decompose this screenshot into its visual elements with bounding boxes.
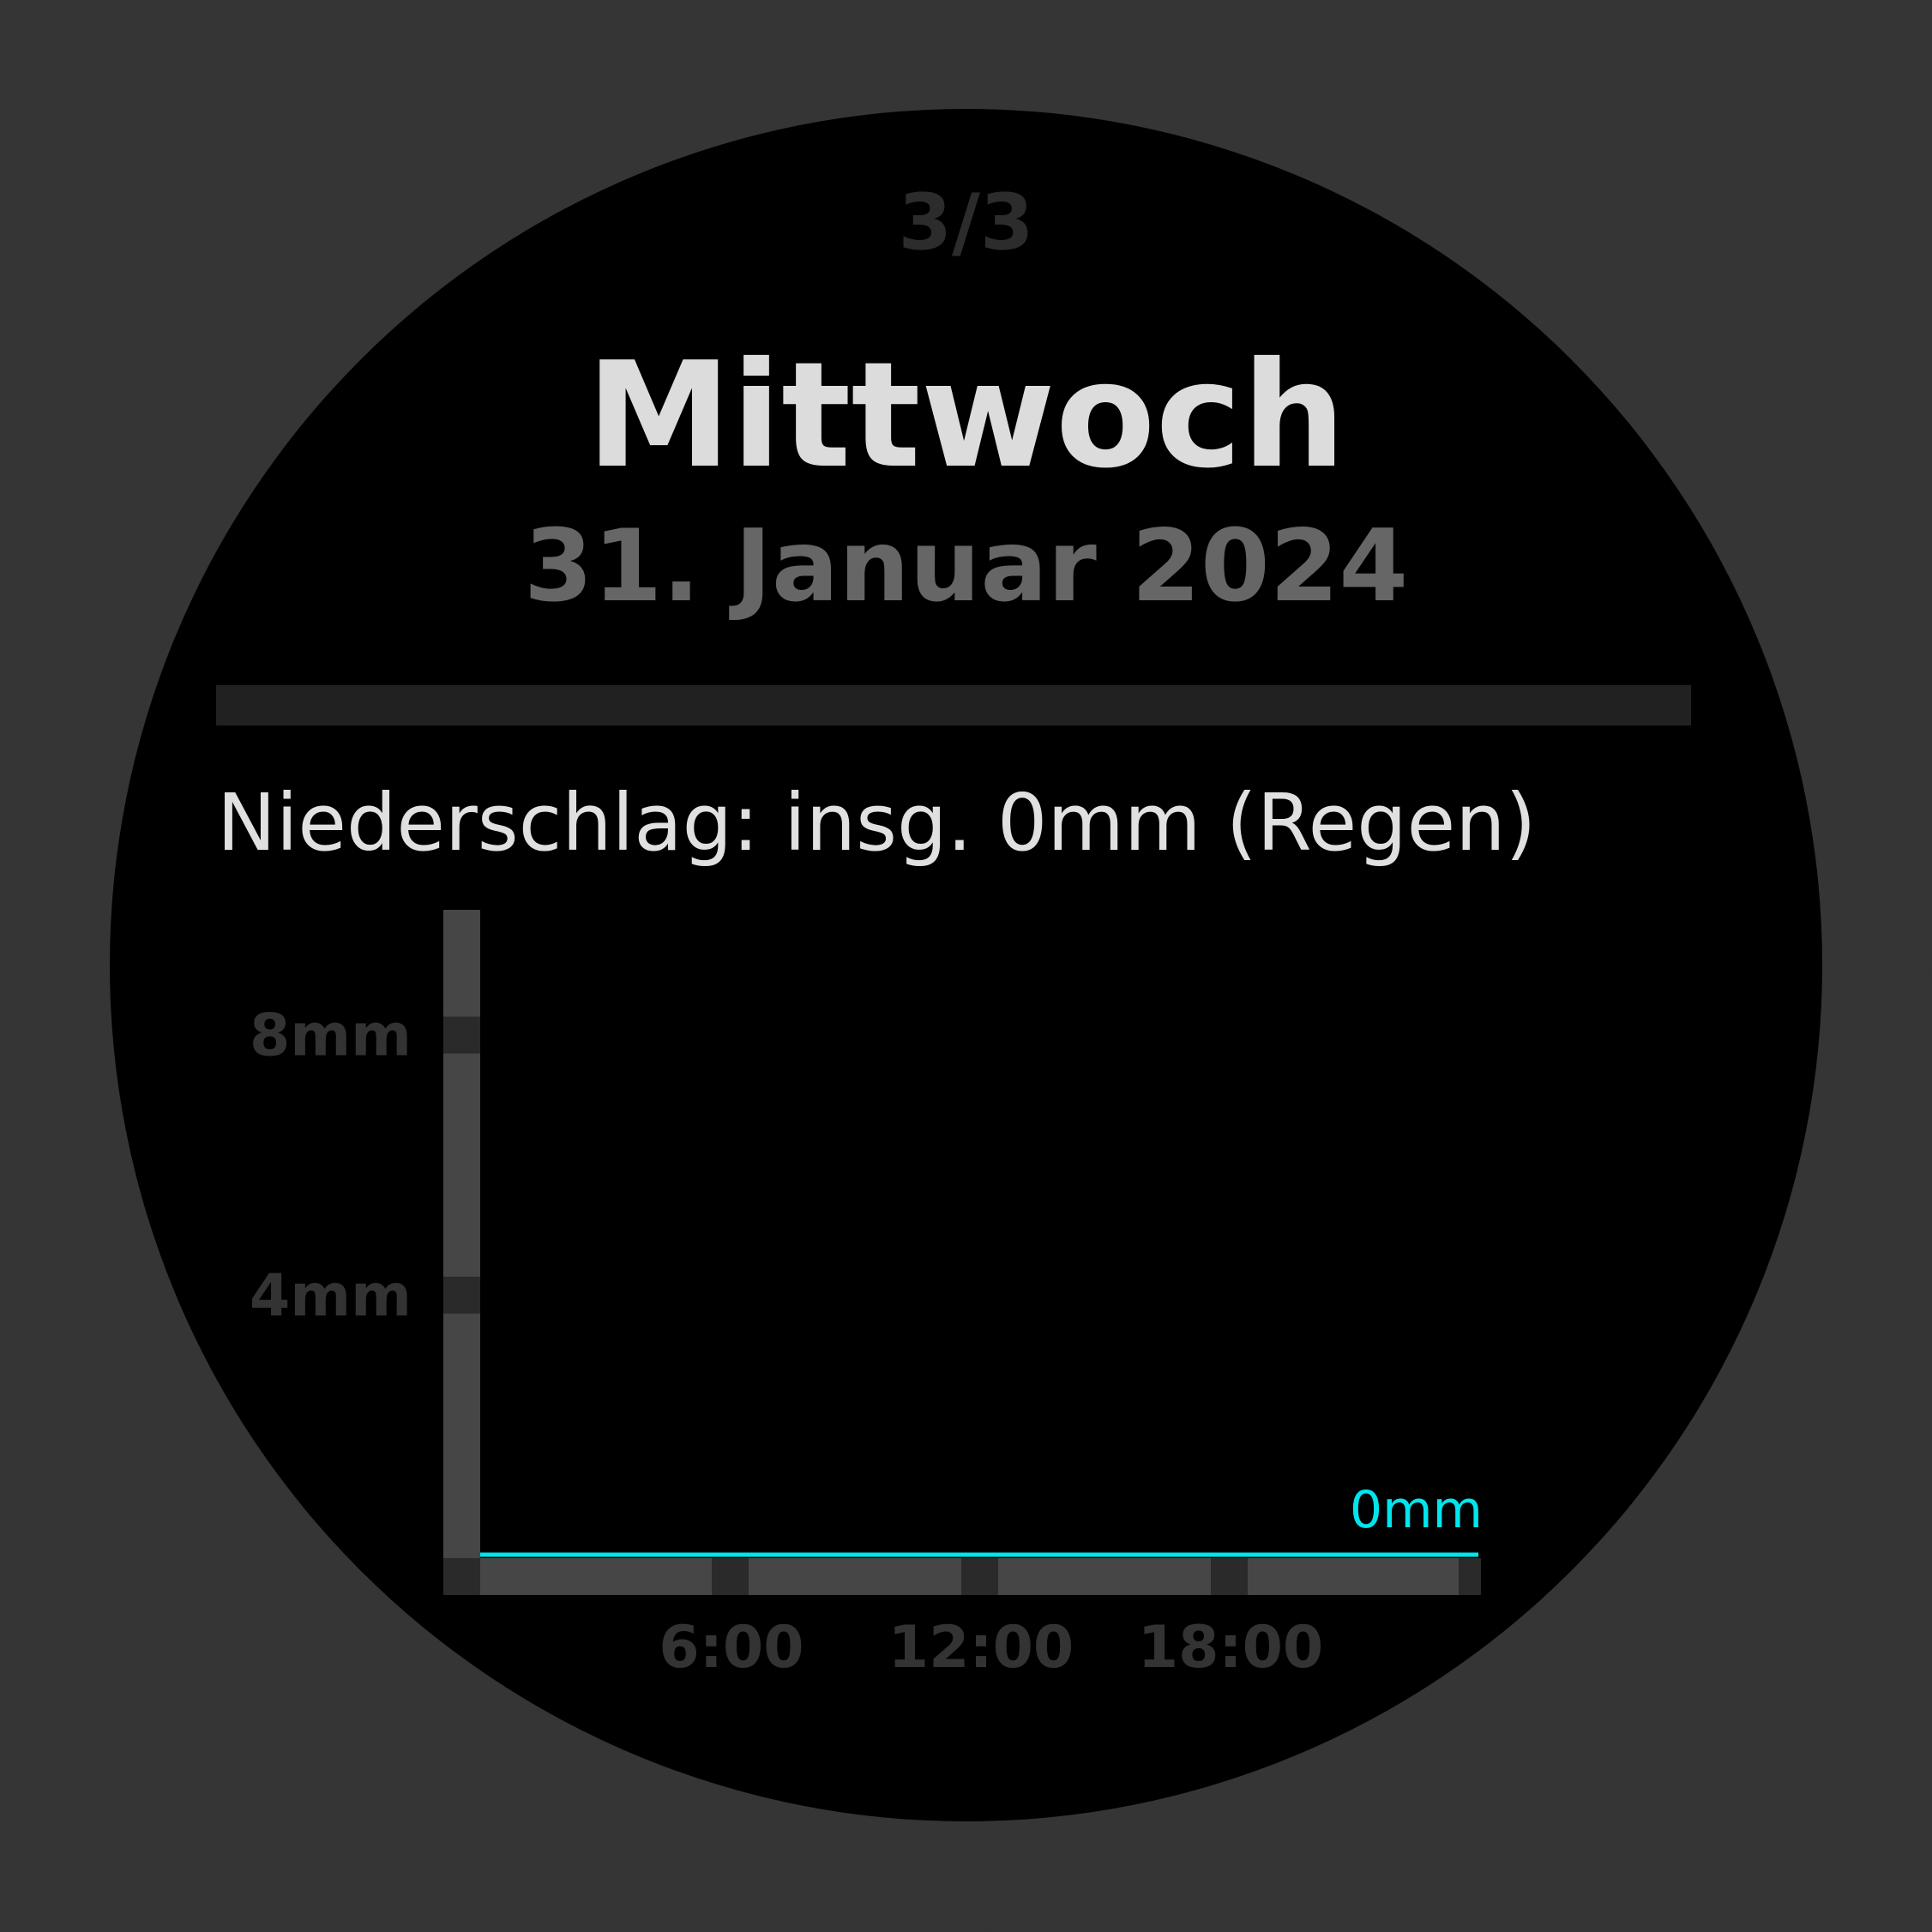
x-axis-end-mark xyxy=(1459,1558,1481,1595)
x-tick-label: 18:00 xyxy=(1138,1614,1323,1682)
y-axis xyxy=(443,910,480,1595)
precipitation-summary: Niederschlag: insg. 0mm (Regen) xyxy=(217,777,1537,869)
y-tick-mark xyxy=(443,1276,480,1314)
x-tick-mark xyxy=(1211,1558,1248,1595)
divider xyxy=(216,685,1691,725)
page-indicator: 3/3 xyxy=(898,178,1034,268)
date-subtitle: 31. Januar 2024 xyxy=(523,509,1409,624)
watch-face xyxy=(110,109,1822,1821)
series-end-label: 0mm xyxy=(1350,1480,1483,1540)
x-tick-label: 12:00 xyxy=(888,1614,1074,1682)
y-tick-label: 4mm xyxy=(250,1262,412,1330)
x-tick-mark xyxy=(961,1558,998,1595)
axis-origin-mark xyxy=(443,1558,480,1595)
x-tick-label: 6:00 xyxy=(659,1614,803,1682)
weekday-title: Mittwoch xyxy=(586,331,1346,501)
x-tick-mark xyxy=(712,1558,749,1595)
y-tick-label: 8mm xyxy=(250,1002,412,1070)
y-tick-mark xyxy=(443,1016,480,1054)
